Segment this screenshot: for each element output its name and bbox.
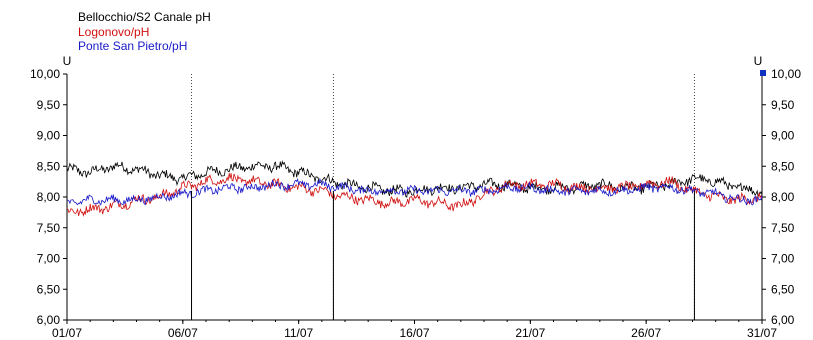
right-tick-label: 7,50: [771, 221, 795, 235]
right-y-axis: 6,00 6,50 7,00 7,50 8,00 8,50 9,00 9,50 10,00: [762, 67, 801, 327]
x-tick-label: 31/07: [747, 326, 777, 340]
right-tick-label: 6,50: [771, 282, 795, 296]
x-tick-label: 11/07: [284, 326, 313, 340]
left-tick-label: 8,00: [37, 190, 61, 204]
legend-item-ponte-san-pietro: Ponte San Pietro/pH: [78, 39, 188, 53]
left-tick-label: 8,50: [37, 159, 61, 173]
right-tick-label: 8,50: [771, 159, 795, 173]
series-layer: [66, 160, 763, 320]
legend-item-logonovo: Logonovo/pH: [78, 24, 150, 39]
left-unit-label: U: [63, 54, 72, 68]
legend-item-bellocchio: Bellocchio/S2 Canale pH: [78, 10, 211, 24]
right-tick-label: 8,00: [771, 190, 795, 204]
x-tick-label: 26/07: [631, 326, 661, 340]
right-tick-label: 9,00: [771, 129, 795, 143]
x-tick-label: 01/07: [52, 326, 82, 340]
x-tick-label: 16/07: [399, 326, 429, 340]
x-tick-label: 06/07: [168, 326, 198, 340]
left-tick-label: 7,50: [37, 221, 61, 235]
left-tick-label: 7,00: [37, 252, 61, 266]
x-tick-label: 21/07: [515, 326, 545, 340]
right-tick-label: 7,00: [771, 252, 795, 266]
left-y-axis: 6,00 6,50 7,00 7,50 8,00 8,50 9,00 9,50 10,00: [30, 67, 67, 327]
left-tick-label: 10,00: [30, 67, 60, 81]
series-line-2: [66, 177, 763, 206]
legend: Bellocchio/S2 Canale pH Logonovo/pH Pont…: [78, 10, 211, 54]
left-tick-label: 6,50: [37, 282, 61, 296]
corner-square-icon: [760, 70, 766, 76]
series-line-1: [66, 173, 763, 218]
left-tick-label: 9,00: [37, 129, 61, 143]
event-markers: [191, 74, 695, 320]
right-tick-label: 6,00: [771, 313, 795, 327]
right-unit-label: U: [754, 54, 763, 68]
left-tick-label: 6,00: [37, 313, 61, 327]
left-tick-label: 9,50: [37, 98, 61, 112]
x-axis: 01/07 06/07 11/07 16/07 21/07 26/07 31/07: [52, 320, 777, 340]
right-tick-label: 10,00: [771, 67, 801, 81]
right-tick-label: 9,50: [771, 98, 795, 112]
